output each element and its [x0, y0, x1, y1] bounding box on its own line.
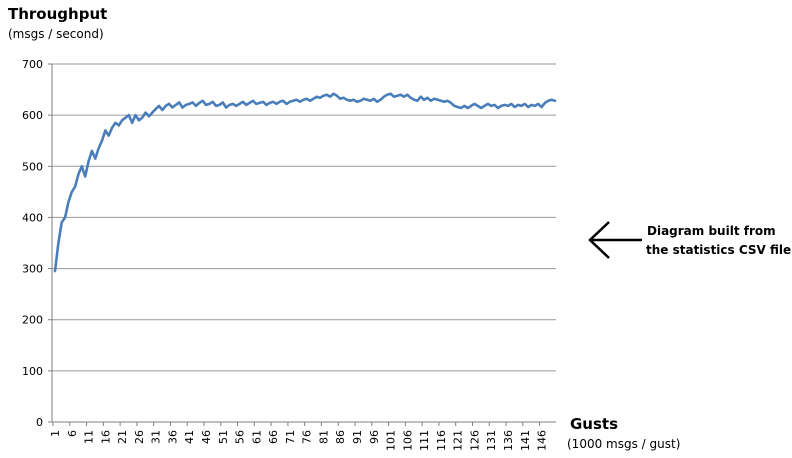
x-tick-label: 146	[536, 430, 549, 451]
y-tick-label: 200	[22, 314, 43, 327]
x-tick-label: 1	[49, 430, 62, 437]
y-tick-label: 100	[22, 365, 43, 378]
y-tick-label: 300	[22, 263, 43, 276]
x-tick-label: 61	[250, 430, 263, 444]
x-tick-label: 31	[150, 430, 163, 444]
x-tick-label: 71	[284, 430, 297, 444]
annotation-line-1: Diagram built from	[647, 224, 776, 238]
annotation-line-2: the statistics CSV file	[646, 243, 791, 257]
x-tick-label: 46	[200, 430, 213, 444]
x-axis-unit: (1000 msgs / gust)	[567, 437, 680, 451]
arrow-icon	[588, 221, 642, 259]
x-tick-label: 66	[267, 430, 280, 444]
y-axis-title: Throughput	[8, 5, 107, 23]
x-tick-label: 136	[502, 430, 515, 451]
x-tick-label: 116	[435, 430, 448, 451]
x-tick-label: 126	[468, 430, 481, 451]
series-line	[53, 92, 557, 273]
x-tick-label: 86	[334, 430, 347, 444]
x-axis-title: Gusts	[570, 415, 618, 433]
x-tick-label: 141	[519, 430, 532, 451]
x-tick-label: 96	[368, 430, 381, 444]
x-tick-label: 131	[485, 430, 498, 451]
x-tick-label: 26	[133, 430, 146, 444]
x-tick-label: 76	[301, 430, 314, 444]
y-tick-label: 500	[22, 160, 43, 173]
y-axis-unit: (msgs / second)	[8, 27, 104, 41]
x-tick-label: 21	[116, 430, 129, 444]
y-tick-label: 0	[36, 416, 43, 429]
series-layer	[53, 92, 557, 273]
x-tick-label: 51	[217, 430, 230, 444]
x-tick-label: 11	[83, 430, 96, 444]
y-tick-label: 400	[22, 211, 43, 224]
x-tick-label: 41	[183, 430, 196, 444]
x-tick-label: 36	[166, 430, 179, 444]
y-tick-label: 700	[22, 58, 43, 71]
x-tick-label: 101	[385, 430, 398, 451]
x-tick-label: 81	[317, 430, 330, 444]
x-tick-label: 6	[66, 430, 79, 437]
x-tick-label: 56	[234, 430, 247, 444]
x-tick-label: 121	[452, 430, 465, 451]
axes	[48, 63, 556, 426]
gridlines	[52, 63, 556, 372]
x-tick-label: 106	[401, 430, 414, 451]
x-tick-label: 111	[418, 430, 431, 451]
x-tick-label: 91	[351, 430, 364, 444]
y-tick-label: 600	[22, 109, 43, 122]
x-tick-label: 16	[99, 430, 112, 444]
